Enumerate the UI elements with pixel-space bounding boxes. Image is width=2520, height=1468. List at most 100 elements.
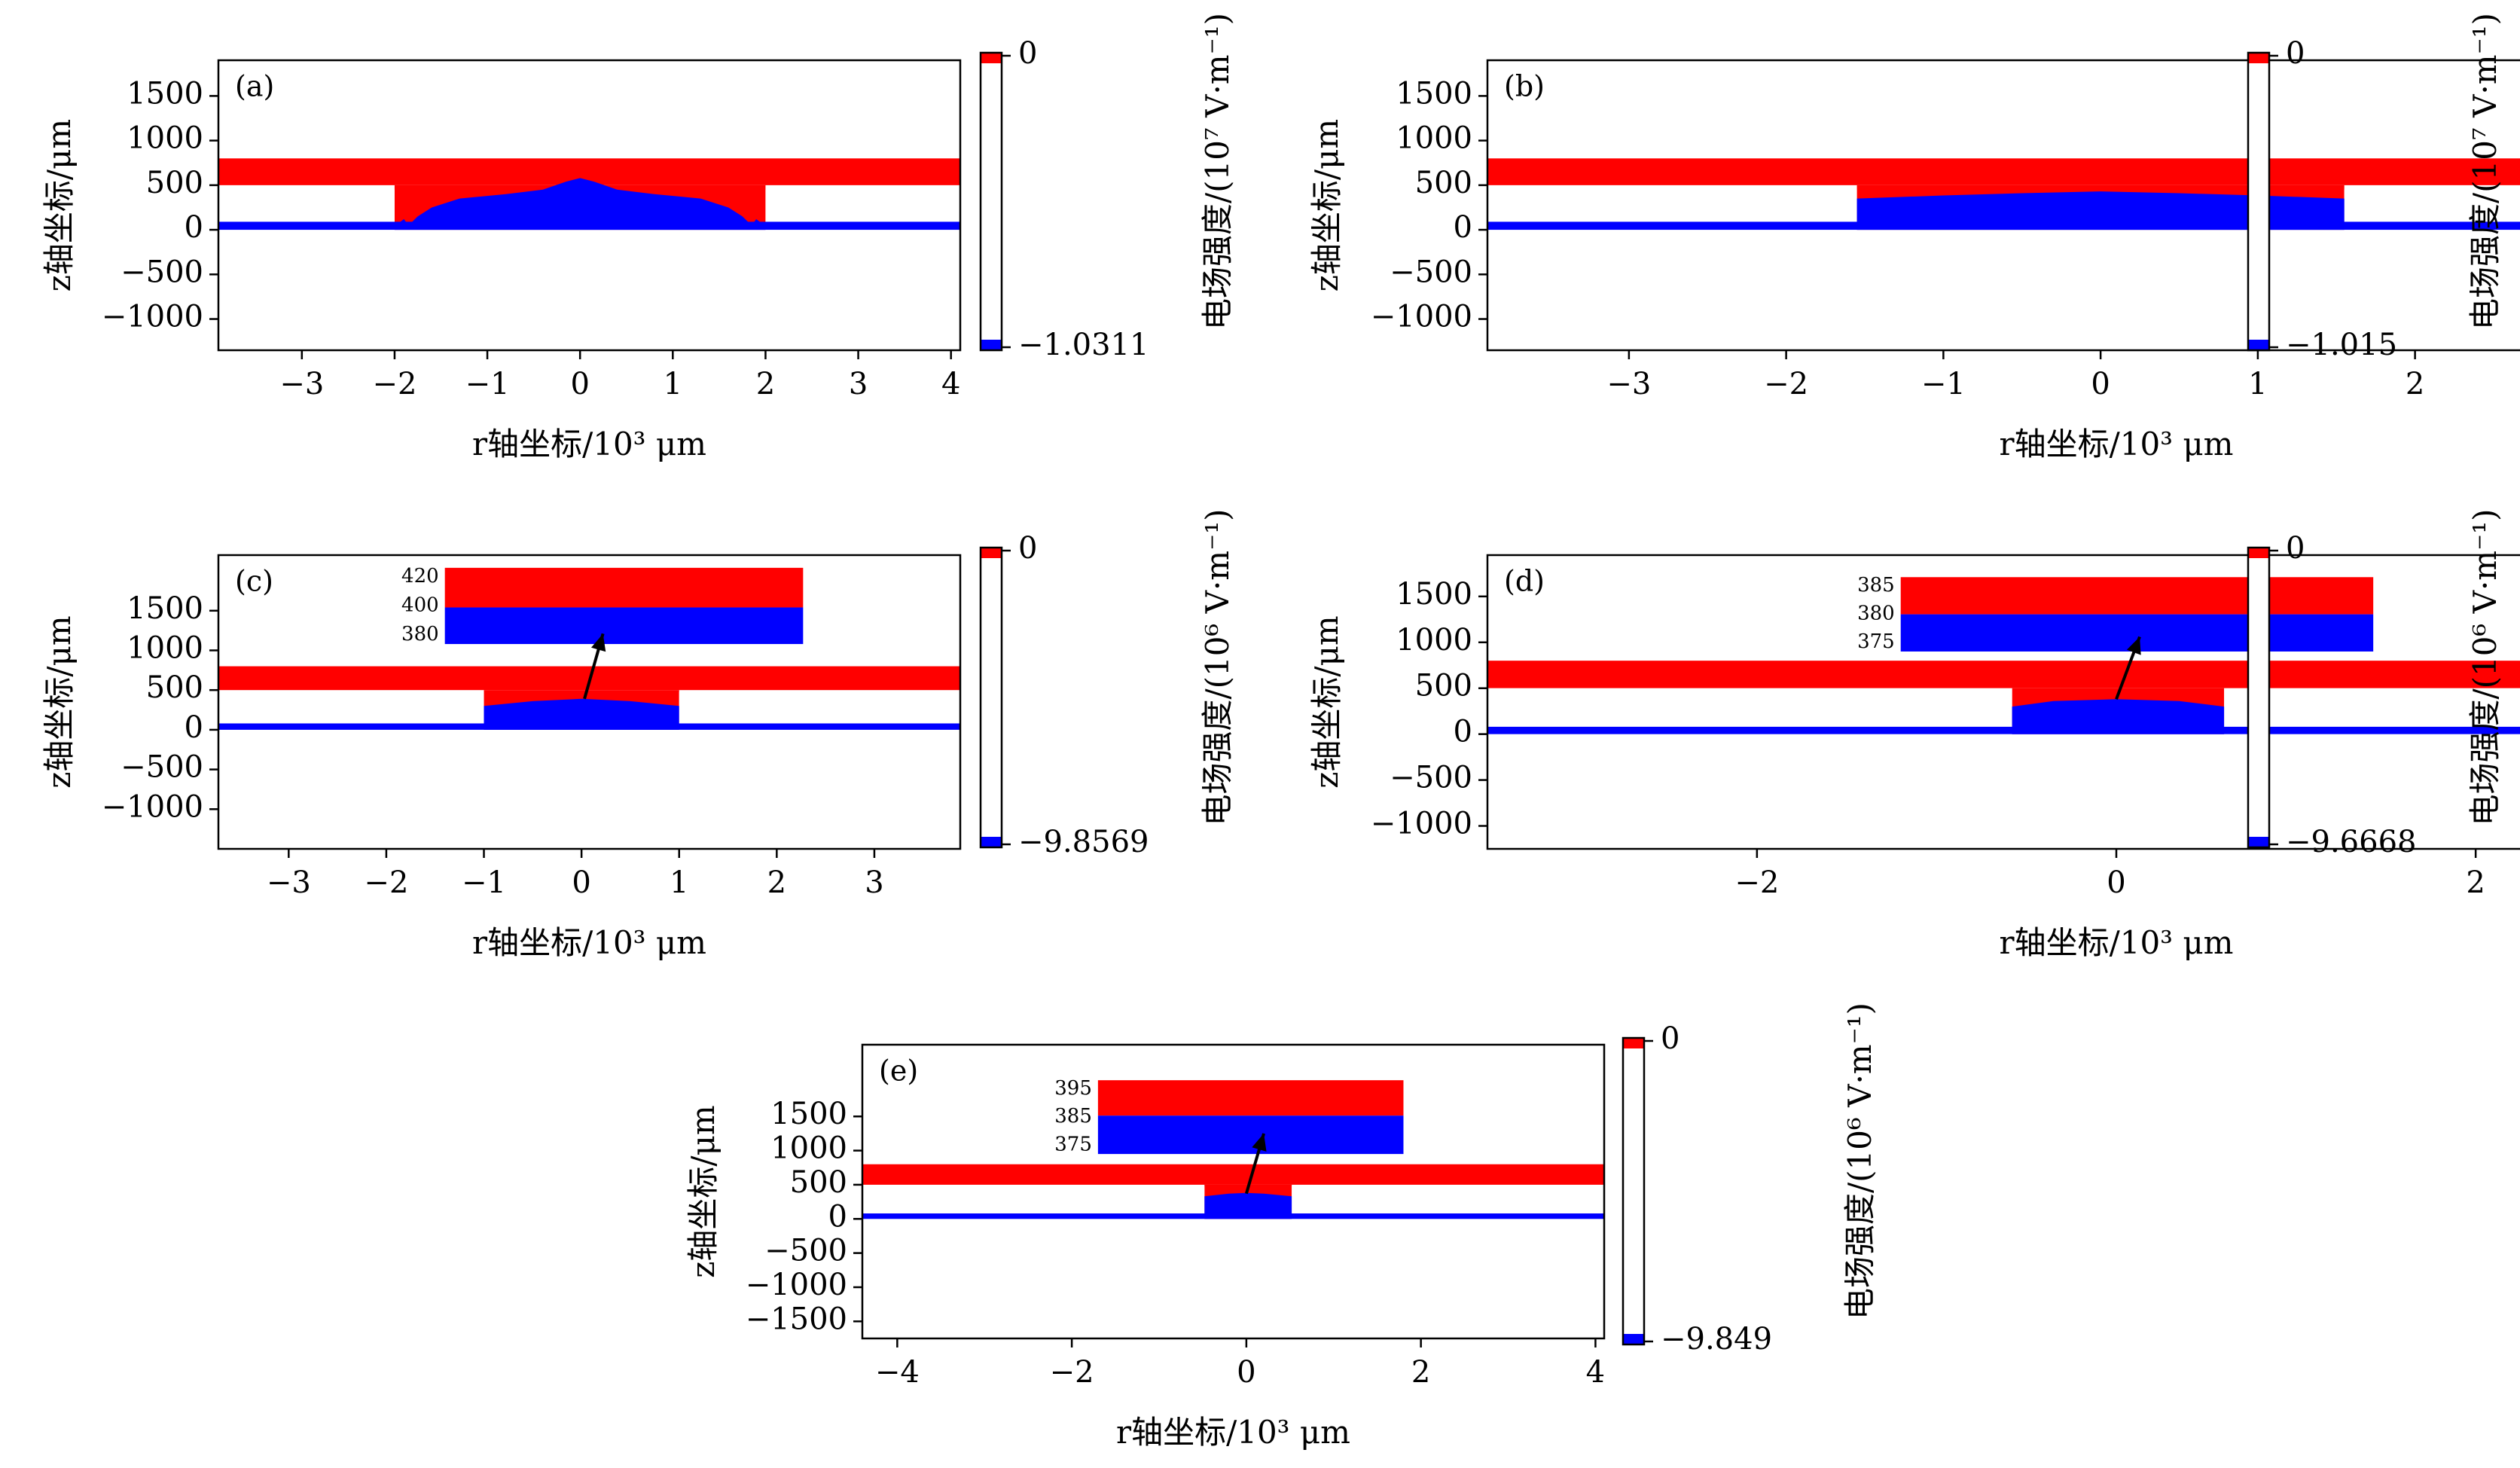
x-tick-label: 0 [572,865,590,900]
y-tick-label: −500 [121,255,203,289]
y-tick-label: −1000 [1371,300,1472,334]
plot-area [218,60,960,350]
colorbar-red [981,53,1002,63]
inset-tick-label: 420 [401,565,439,588]
y-tick-label: 0 [1454,715,1472,749]
inset-blue [444,607,804,645]
colorbar-min-label: −9.849 [1661,1322,1772,1357]
x-tick-label: 0 [570,367,589,401]
x-tick-label: 0 [1237,1355,1255,1390]
colorbar: 0 −9.8569 电场强度/(10⁶ V·m⁻¹) [979,508,1236,859]
panel-label: (c) [235,565,273,598]
x-tick-label: −3 [1606,367,1651,401]
colorbar-blue [2248,837,2269,847]
x-tick-label: −2 [1734,865,1779,900]
inset: 385 380 375 [1857,574,2374,700]
x-tick-label: 2 [756,367,775,401]
y-tick-label: −1000 [1371,807,1472,841]
x-tick-label: 0 [2107,865,2125,900]
x-tick-label: 2 [2406,367,2424,401]
panel-label: (a) [235,70,274,103]
y-tick-label: 500 [146,166,203,200]
colorbar-frame [2247,51,2271,352]
plot-area [1487,60,2520,350]
colorbar-min-label: −1.015 [2286,328,2397,362]
y-tick-label: 1000 [1396,121,1472,156]
electrode-2 [2224,688,2520,734]
x-axis-label: r轴坐标/10³ μm [1116,1414,1350,1451]
red-field-band [1487,661,2520,688]
x-tick-label: −2 [1764,367,1808,401]
blue-field-region [2012,699,2225,734]
y-tick-label: 0 [185,710,203,745]
y-tick-label: −1500 [746,1302,847,1336]
colorbar-white [2248,63,2269,340]
colorbar: 0 −1.015 电场强度/(10⁷ V·m⁻¹) [2247,13,2503,362]
x-tick-label: −2 [364,865,408,900]
y-axis-label: z轴坐标/μm [41,119,78,291]
x-tick-label: 0 [2091,367,2110,401]
inset: 395 385 375 [1054,1077,1404,1195]
colorbar-frame [1622,1036,1646,1346]
y-tick-label: 1000 [1396,623,1472,658]
x-tick-label: −2 [1050,1355,1094,1390]
blue-base-strip [1487,726,2520,734]
y-axis-label: z轴坐标/μm [1308,119,1345,291]
y-tick-label: 1500 [127,591,203,626]
x-tick-label: −2 [372,367,416,401]
y-tick-label: −1000 [746,1268,847,1302]
colorbar-max-label: 0 [2286,36,2305,71]
inset-red [1097,1080,1404,1116]
x-tick-label: 1 [670,865,688,900]
inset-tick-label: 385 [1054,1105,1092,1128]
inset-arrow-head [1252,1133,1267,1152]
x-tick-label: 4 [1586,1355,1605,1390]
colorbar: 0 −9.849 电场强度/(10⁶ V·m⁻¹) [1622,1003,1878,1357]
blue-field-region [394,178,766,230]
colorbar-max-label: 0 [1018,531,1037,566]
x-axis-label: r轴坐标/10³ μm [2000,924,2234,961]
y-tick-label: −500 [764,1234,847,1268]
x-tick-label: 2 [1411,1355,1430,1390]
colorbar-blue [981,837,1002,847]
x-tick-label: −4 [875,1355,920,1390]
colorbar-title: 电场强度/(10⁷ V·m⁻¹) [2467,13,2503,330]
colorbar-min-label: −1.0311 [1018,328,1149,362]
red-field-band [862,1164,1604,1185]
inset-arrow-head [2126,636,2141,655]
colorbar-blue [981,340,1002,350]
x-axis-label: r轴坐标/10³ μm [472,924,706,961]
inset-tick-label: 375 [1857,630,1895,653]
colorbar-blue [2248,340,2269,350]
x-tick-label: 1 [664,367,682,401]
panel-label: (e) [879,1054,918,1088]
colorbar-min-label: −9.8569 [1018,825,1149,859]
colorbar: 0 −9.6668 电场强度/(10⁶ V·m⁻¹) [2247,508,2503,859]
inset-tick-label: 375 [1054,1133,1092,1155]
inset-blue [1097,1115,1404,1155]
x-tick-label: 3 [849,367,868,401]
y-axis-label: z轴坐标/μm [1308,615,1345,788]
x-tick-label: −1 [465,367,510,401]
plot-area [1487,555,2520,849]
blue-field-region [484,698,679,730]
y-tick-label: 500 [1415,166,1472,200]
plot-frame [217,59,962,352]
y-axis-label: z轴坐标/μm [41,615,78,788]
y-axis-label: z轴坐标/μm [685,1105,722,1277]
panel-d: 385 380 375 (d) −2 0 2 1500 1000 500 0 −500 −1000 r轴坐… [1308,508,2520,961]
x-axis-label: r轴坐标/10³ μm [472,426,706,462]
inset-tick-label: 400 [401,594,439,616]
y-tick-label: 0 [185,210,203,245]
colorbar-title: 电场强度/(10⁶ V·m⁻¹) [2467,508,2503,826]
electrode-1 [862,1186,1205,1219]
y-tick-label: −500 [121,750,203,785]
y-tick-label: 1500 [770,1097,847,1131]
y-tick-label: −1000 [102,789,203,824]
inset-tick-label: 380 [1857,603,1895,625]
y-tick-label: 0 [1454,210,1472,245]
plot-frame [1486,59,2520,352]
colorbar-title: 电场强度/(10⁷ V·m⁻¹) [1199,13,1236,330]
panel-b: (b)−3−2−101234150010005000−500−1000r轴坐标/… [1308,13,2520,462]
x-axis-label: r轴坐标/10³ μm [2000,426,2234,462]
